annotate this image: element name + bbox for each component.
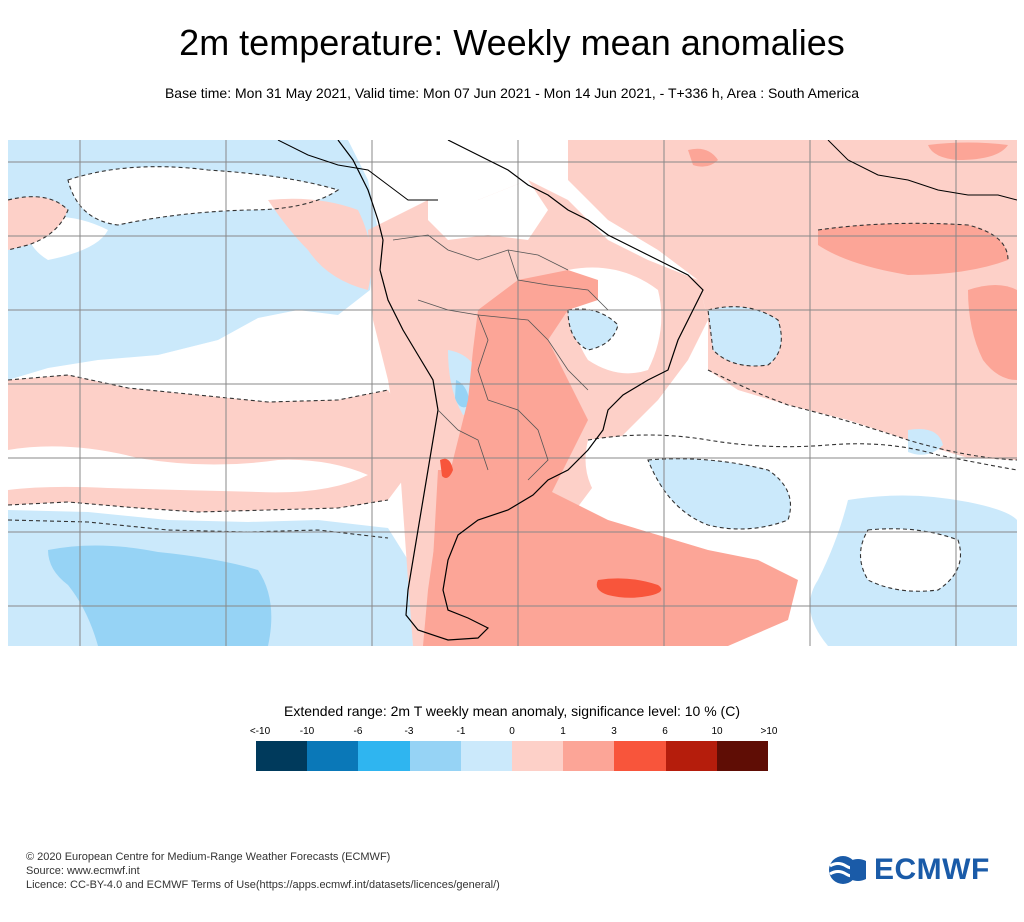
- legend-swatch: [307, 741, 359, 771]
- legend-swatch: [614, 741, 666, 771]
- ecmwf-wave-icon: [829, 856, 867, 884]
- source-text: Source: www.ecmwf.int: [26, 865, 140, 877]
- legend-label: -6: [353, 726, 363, 737]
- legend-labels: <-10 -10 -6 -3 -1 0 1 3 6 10 >10: [230, 726, 794, 740]
- legend-swatch: [256, 741, 308, 771]
- map-canvas: [8, 140, 1017, 646]
- legend-label: 3: [611, 726, 617, 737]
- ecmwf-logo: ECMWF: [828, 852, 1003, 888]
- legend-label: 0: [509, 726, 515, 737]
- legend-swatch: [409, 741, 461, 771]
- legend-swatch: [665, 741, 717, 771]
- map-title: 2m temperature: Weekly mean anomalies: [179, 22, 845, 63]
- atlantic-warm: [568, 140, 1017, 460]
- licence-text: Licence: CC-BY-4.0 and ECMWF Terms of Us…: [26, 879, 500, 891]
- ecmwf-logo-text: ECMWF: [874, 853, 990, 886]
- south-america-coastline: [337, 140, 704, 641]
- map-subtitle: Base time: Mon 31 May 2021, Valid time: …: [164, 85, 860, 101]
- legend-label: 10: [711, 726, 723, 737]
- country-borders: [392, 234, 609, 481]
- lat-lon-grid: [8, 140, 1017, 646]
- legend-swatch: [563, 741, 615, 771]
- legend-swatch: [358, 741, 410, 771]
- legend-swatch: [460, 741, 513, 771]
- copyright-text: © 2020 European Centre for Medium-Range …: [26, 851, 391, 863]
- significance-contours: [8, 166, 1017, 592]
- south-atlantic-warm: [428, 470, 798, 646]
- legend-label: -3: [404, 726, 414, 737]
- footer: © 2020 European Centre for Medium-Range …: [26, 850, 500, 892]
- legend-colorbar: [256, 741, 769, 771]
- anomaly-map: [8, 140, 1017, 646]
- legend-title: Extended range: 2m T weekly mean anomaly…: [283, 703, 740, 719]
- legend-label: >10: [760, 726, 778, 737]
- legend-label: -10: [299, 726, 315, 737]
- strong-warm-spot: [596, 578, 662, 598]
- atlantic-south-cold: [648, 458, 791, 529]
- legend-label: 6: [662, 726, 668, 737]
- legend-label: <-10: [249, 726, 271, 737]
- legend-swatch: [512, 741, 564, 771]
- legend-swatch: [716, 741, 769, 771]
- legend-label: -1: [456, 726, 466, 737]
- legend-label: 1: [560, 726, 566, 737]
